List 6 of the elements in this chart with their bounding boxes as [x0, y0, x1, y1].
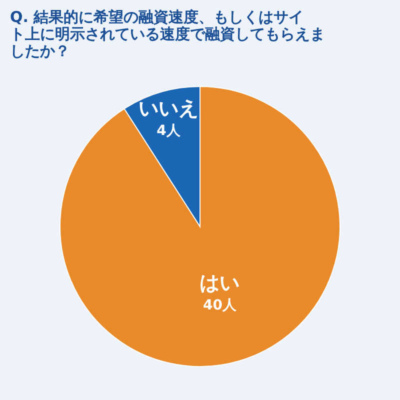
slice-label: はい	[200, 270, 240, 295]
pie-slice	[60, 86, 340, 367]
chart-title: Q. 結果的に希望の融資速度、もしくはサイト上に明示されている速度で融資してもらえましたか？	[10, 8, 325, 60]
slice-label: いいえ	[138, 96, 198, 120]
data-label: 4人	[156, 123, 182, 140]
data-label: 40人	[202, 298, 238, 314]
